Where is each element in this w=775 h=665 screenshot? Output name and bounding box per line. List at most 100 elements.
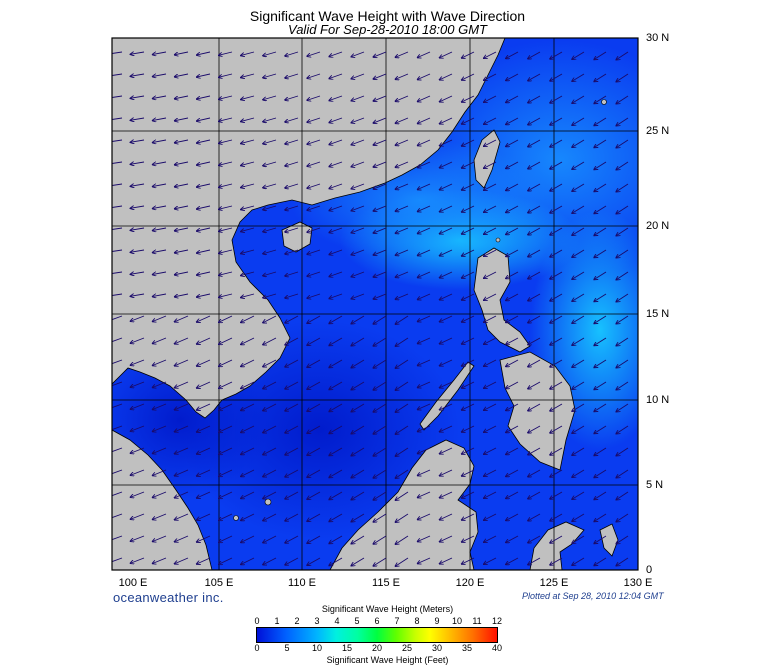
wave-arrow [483, 117, 497, 124]
wave-arrow [218, 535, 233, 542]
wave-arrow [174, 139, 189, 143]
wave-arrow [351, 51, 365, 57]
wave-arrow [461, 139, 475, 146]
lon-label-125e: 125 E [539, 577, 569, 589]
wave-arrow [307, 337, 321, 345]
lat-label-5n: 5 N [646, 479, 664, 491]
wave-arrow [395, 117, 409, 123]
wave-arrow [417, 51, 431, 58]
wave-arrow [395, 469, 409, 478]
wave-arrow [373, 139, 387, 145]
wave-arrow [395, 227, 409, 233]
wave-arrow [373, 359, 387, 368]
land-sulawesi [529, 521, 585, 570]
wave-arrow [152, 469, 167, 476]
wave-arrow [241, 205, 255, 210]
wave-arrow [174, 51, 189, 55]
wave-arrow [395, 73, 409, 79]
wave-arrow [112, 447, 123, 453]
wave-arrow [373, 293, 387, 299]
wave-arrow [616, 491, 629, 500]
wave-arrow [263, 183, 277, 188]
wave-arrow [196, 535, 211, 542]
wave-arrow [439, 161, 453, 168]
wave-arrow [241, 469, 255, 477]
wave-arrow [373, 95, 387, 101]
wave-arrow [506, 535, 519, 543]
wave-arrow [174, 249, 189, 253]
wave-arrow [550, 271, 563, 279]
wave-arrow [439, 381, 453, 388]
wave-arrow [483, 447, 497, 454]
legend-meters-tick: 1 [274, 616, 280, 626]
legend-feet-tick: 25 [401, 643, 413, 653]
wave-arrow [263, 139, 277, 144]
wave-arrow [112, 403, 123, 409]
wave-arrow [461, 491, 475, 498]
wave-arrow [307, 205, 321, 210]
wave-arrow [130, 52, 145, 54]
wave-arrow [572, 227, 585, 235]
wave-arrow [152, 249, 167, 253]
wave-arrow [196, 381, 211, 388]
wave-arrow [528, 425, 541, 433]
wave-arrow [112, 140, 123, 142]
wave-arrow [461, 535, 475, 542]
wave-arrow [152, 293, 167, 297]
wave-arrow [506, 359, 519, 367]
wave-arrow [417, 359, 431, 366]
wave-arrow [461, 447, 475, 454]
wave-arrow [594, 117, 607, 126]
wave-arrow [307, 139, 321, 144]
wave-arrow [285, 161, 299, 166]
wave-arrow [506, 337, 519, 345]
wave-arrow [174, 205, 189, 209]
wave-arrow [351, 447, 365, 456]
wave-arrow [506, 491, 519, 499]
wave-arrow [395, 403, 409, 412]
wave-arrow [483, 139, 497, 146]
lon-label-100e: 100 E [118, 577, 148, 589]
wave-arrow [241, 381, 255, 389]
wave-arrow [439, 557, 453, 564]
wave-arrow [112, 469, 123, 475]
wave-arrow [329, 249, 343, 255]
legend-feet-tick: 15 [341, 643, 353, 653]
wave-arrow [351, 491, 365, 500]
wave-arrow [483, 557, 497, 564]
wave-arrow [395, 249, 409, 255]
wave-arrow [506, 205, 519, 213]
wave-arrow [152, 205, 167, 209]
wave-arrow [572, 425, 585, 433]
wave-arrow [196, 227, 211, 231]
wave-arrow [506, 447, 519, 455]
wave-arrow [307, 469, 321, 477]
wave-arrow [174, 337, 189, 344]
wave-arrow [241, 51, 255, 56]
wave-arrow [196, 557, 211, 564]
wave-arrow [307, 315, 321, 323]
wave-arrow [461, 315, 475, 322]
wave-arrow [439, 183, 453, 190]
wave-arrow [528, 381, 541, 389]
wave-arrow [439, 469, 453, 476]
wave-arrow [417, 425, 431, 432]
wave-arrow [307, 161, 321, 166]
wave-arrow [329, 425, 343, 434]
wave-arrow [550, 139, 563, 147]
legend-colorbar [256, 627, 498, 643]
wave-arrow [196, 315, 211, 322]
legend-meters-tick: 3 [314, 616, 320, 626]
lon-label-105e: 105 E [204, 577, 234, 589]
wave-arrow [112, 272, 123, 274]
wave-arrow [263, 117, 277, 122]
wave-arrow [130, 447, 145, 453]
wave-arrow [373, 403, 387, 412]
wave-arrow [196, 73, 211, 77]
wave-arrow [594, 293, 607, 302]
wave-arrow [395, 315, 409, 324]
wave-arrow [373, 183, 387, 189]
wave-arrow [461, 95, 475, 102]
map-frame [111, 37, 639, 571]
